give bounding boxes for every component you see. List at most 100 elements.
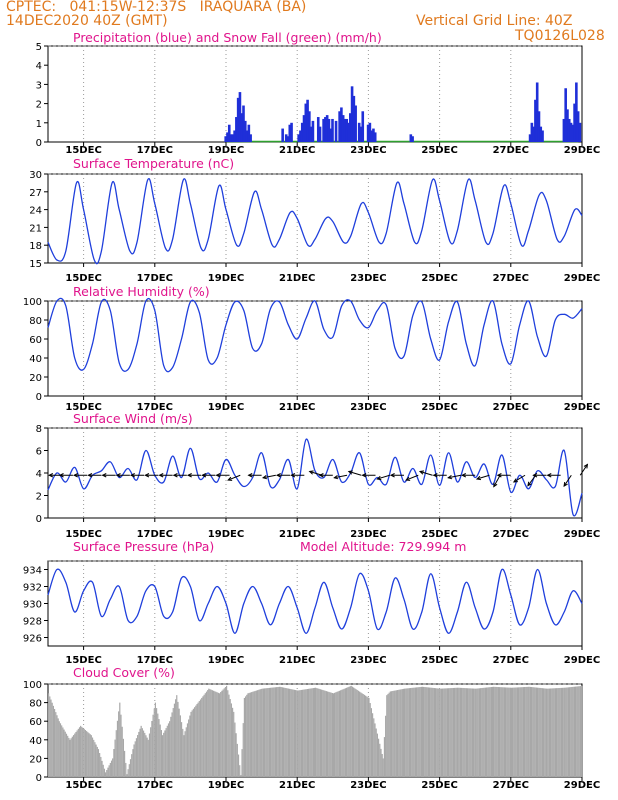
cloud-cover-bar: [378, 738, 380, 777]
cloud-cover-bar: [576, 686, 578, 777]
cloud-cover-bar: [438, 688, 440, 777]
cloud-cover-bar: [562, 687, 564, 777]
cloud-cover-bar: [319, 689, 321, 777]
cloud-cover-bar: [82, 727, 84, 777]
cloud-cover-bar: [439, 688, 441, 777]
cloud-cover-bar: [518, 687, 520, 777]
cloud-cover-bar: [122, 738, 124, 777]
cloud-cover-bar: [443, 688, 445, 777]
cloud-cover-bar: [86, 731, 88, 777]
cloud-cover-bar: [425, 687, 427, 777]
cloud-cover-bar: [351, 686, 353, 777]
cloud-cover-bar: [486, 687, 488, 777]
cloud-cover-bar: [276, 687, 278, 777]
y-tick-label: 21: [29, 223, 42, 234]
y-tick-label: 80: [29, 316, 42, 327]
cloud-cover-bar: [405, 688, 407, 777]
cloud-cover-bar: [94, 742, 96, 777]
x-tick-label: 29DEC: [564, 402, 600, 413]
x-tick-label: 29DEC: [564, 145, 600, 156]
cloud-cover-bar: [417, 687, 419, 777]
wind-vector-head: [333, 474, 339, 480]
wind-vector: [527, 474, 537, 486]
x-tick-label: 15DEC: [65, 655, 101, 666]
cloud-cover-bar: [306, 689, 308, 777]
wind-vector-head: [201, 473, 207, 478]
x-tick-label: 29DEC: [564, 655, 600, 666]
plot-frame: [47, 45, 583, 143]
x-tick-label: 19DEC: [208, 273, 244, 284]
cloud-cover-bar: [563, 687, 565, 777]
cloud-cover-bar: [442, 688, 444, 777]
cloud-cover-bar: [102, 764, 104, 777]
cloud-cover-bar: [290, 689, 292, 777]
cloud-cover-bar: [520, 687, 522, 777]
precip-bar: [309, 126, 313, 142]
cloud-cover-bar: [207, 690, 209, 777]
cloud-cover-bar: [145, 735, 147, 777]
cloud-cover-bar: [501, 687, 503, 777]
cloud-cover-bar: [509, 687, 511, 777]
cloud-cover-bar: [103, 768, 106, 777]
x-tick-label: 25DEC: [421, 780, 457, 791]
cloud-cover-bar: [488, 687, 490, 777]
cloud-cover-bar: [436, 688, 438, 777]
cloud-cover-bar: [476, 688, 478, 777]
x-tick-label: 17DEC: [137, 780, 173, 791]
cloud-cover-bar: [256, 690, 259, 777]
cloud-cover-bar: [182, 728, 184, 777]
x-tick-label: 21DEC: [279, 655, 315, 666]
cloud-cover-bar: [494, 686, 496, 777]
cloud-cover-bar: [400, 689, 402, 777]
precip-bar: [224, 136, 227, 142]
cloud-cover-bar: [296, 690, 298, 777]
panel-3: [44, 427, 589, 522]
cloud-cover-bar: [315, 687, 317, 777]
cloud-cover-bar: [89, 734, 91, 777]
cloud-cover-bar: [302, 689, 304, 777]
cloud-cover-bar: [404, 688, 406, 777]
cloud-cover-bar: [250, 692, 253, 777]
cloud-cover-bar: [531, 687, 533, 777]
y-tick-label: 100: [23, 297, 42, 308]
cloud-cover-bar: [344, 688, 346, 777]
cloud-cover-bar: [141, 728, 143, 777]
cloud-cover-bar: [416, 687, 418, 777]
precip-bar: [532, 126, 535, 142]
cloud-cover-bar: [142, 730, 145, 777]
cloud-cover-bar: [222, 689, 224, 777]
cloud-cover-bar: [474, 688, 476, 777]
cloud-cover-bar: [327, 691, 329, 777]
x-tick-label: 19DEC: [208, 529, 244, 540]
panel-1: [44, 173, 583, 267]
cloud-cover-bar: [567, 687, 569, 777]
x-tick-label: 23DEC: [350, 780, 386, 791]
cloud-cover-bar: [221, 690, 223, 777]
cloud-cover-bar: [429, 687, 431, 777]
precip-bar: [325, 115, 329, 142]
cloud-cover-bar: [253, 691, 255, 777]
header-grid-line: Vertical Grid Line: 40Z: [416, 13, 573, 29]
cloud-cover-bar: [421, 686, 423, 777]
cloud-cover-bar: [385, 715, 387, 777]
precip-bar: [329, 128, 333, 142]
cloud-cover-bar: [375, 728, 377, 777]
cloud-cover-bar: [71, 736, 73, 777]
cloud-cover-bar: [299, 690, 301, 777]
cloud-cover-bar: [507, 687, 509, 777]
x-tick-label: 21DEC: [279, 145, 315, 156]
cloud-cover-bar: [119, 702, 121, 777]
cloud-cover-bar: [266, 688, 268, 777]
precip-bar: [573, 103, 576, 142]
cloud-cover-bar: [295, 690, 297, 777]
cloud-cover-bar: [108, 765, 110, 777]
precip-bar: [569, 122, 573, 142]
cloud-cover-bar: [548, 688, 550, 777]
cloud-cover-bar: [336, 691, 338, 777]
cloud-cover-bar: [160, 730, 162, 777]
cloud-cover-bar: [272, 687, 274, 777]
cloud-cover-bar: [203, 694, 205, 777]
precip-bar: [359, 126, 363, 142]
wind-vector-head: [144, 473, 150, 478]
cloud-cover-bar: [239, 765, 241, 777]
